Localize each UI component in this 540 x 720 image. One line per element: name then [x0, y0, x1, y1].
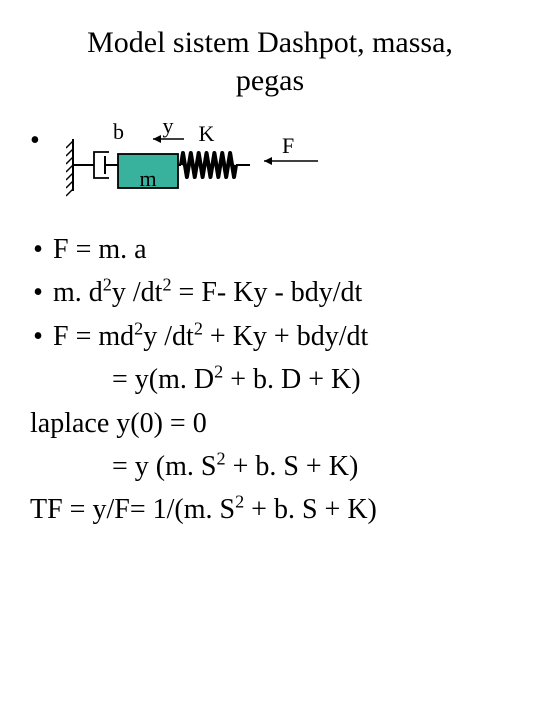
equation-6: = y (m. S2 + b. S + K)	[30, 445, 540, 488]
eq7-a: TF = y/F= 1/(m. S	[30, 494, 235, 525]
equations-block: • F = m. a • m. d2y /dt2 = F- Ky - bdy/d…	[0, 228, 540, 532]
diagram-container: b y m K F	[66, 117, 346, 202]
eq6-b: + b. S + K)	[226, 451, 359, 482]
svg-text:F: F	[282, 133, 294, 158]
page-title: Model sistem Dashpot, massa, pegas	[0, 0, 540, 99]
svg-text:y: y	[162, 117, 173, 138]
svg-text:b: b	[113, 119, 124, 144]
equation-5: laplace y(0) = 0	[30, 402, 540, 445]
equation-7: TF = y/F= 1/(m. S2 + b. S + K)	[30, 488, 540, 531]
eq3-c: + Ky + bdy/dt	[203, 321, 368, 352]
equation-4: = y(m. D2 + b. D + K)	[30, 358, 540, 401]
eq2-b: y /dt	[112, 277, 163, 308]
eq1-text: F = m. a	[53, 234, 147, 265]
svg-text:K: K	[198, 121, 214, 146]
svg-text:m: m	[139, 166, 156, 191]
equation-1: • F = m. a	[30, 228, 540, 271]
diagram-row: • b y m K F	[0, 117, 540, 202]
eq7-b: + b. S + K)	[244, 494, 377, 525]
eq3-a: F = md	[53, 321, 134, 352]
eq2-c: = F- Ky - bdy/dt	[172, 277, 363, 308]
dashpot-mass-spring-diagram: b y m K F	[66, 117, 346, 197]
eq4-a: = y(m. D	[112, 364, 214, 395]
title-line-2: pegas	[236, 64, 304, 97]
eq5-text: laplace y(0) = 0	[30, 408, 207, 439]
bullet-icon: •	[30, 125, 40, 157]
equation-3: • F = md2y /dt2 + Ky + bdy/dt	[30, 315, 540, 358]
eq2-a: m. d	[53, 277, 103, 308]
eq4-b: + b. D + K)	[223, 364, 360, 395]
title-line-1: Model sistem Dashpot, massa,	[87, 26, 453, 59]
eq3-b: y /dt	[143, 321, 194, 352]
equation-2: • m. d2y /dt2 = F- Ky - bdy/dt	[30, 271, 540, 314]
eq6-a: = y (m. S	[112, 451, 216, 482]
